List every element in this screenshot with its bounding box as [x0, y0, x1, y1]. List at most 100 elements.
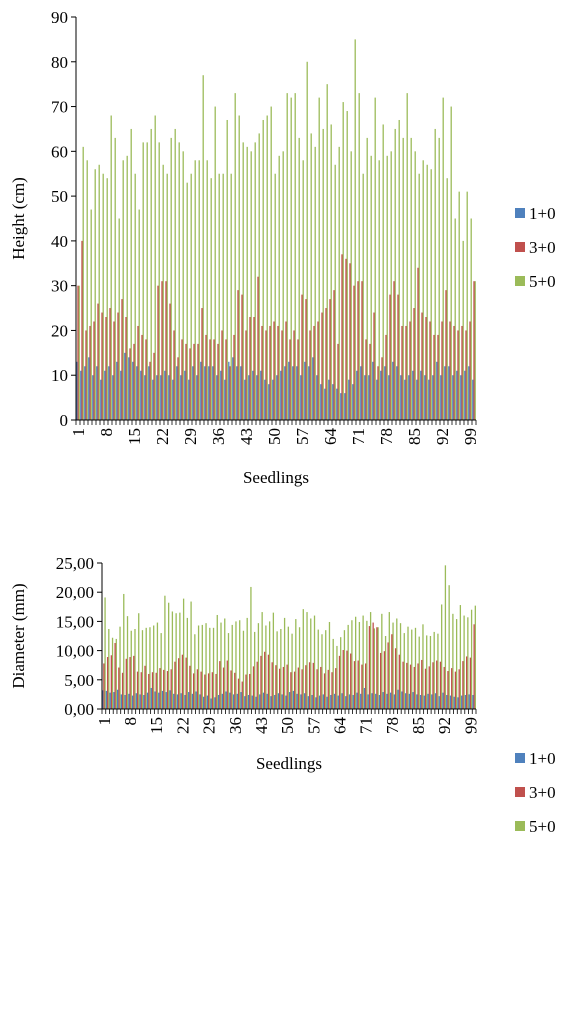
bar-3-0-40	[249, 674, 250, 709]
bar-3-0-24	[169, 304, 170, 420]
bar-5-0-7	[103, 174, 104, 420]
bar-3-0-53	[298, 668, 299, 709]
bar-5-0-87	[423, 160, 424, 420]
bar-5-0-47	[276, 631, 277, 709]
bar-5-0-49	[271, 107, 272, 420]
legend-swatch-1-0	[515, 753, 525, 763]
bar-3-0-79	[395, 648, 396, 709]
bar-3-0-9	[109, 308, 110, 420]
bar-5-0-45	[255, 142, 256, 420]
bar-1-0-51	[276, 375, 277, 420]
bar-3-0-55	[293, 330, 294, 420]
bar-5-0-56	[310, 618, 311, 709]
bar-3-0-76	[377, 366, 378, 420]
bar-5-0-95	[455, 219, 456, 421]
bar-3-0-60	[324, 673, 325, 709]
bar-5-0-66	[348, 625, 349, 709]
bar-3-0-71	[365, 663, 366, 709]
bar-3-0-46	[272, 662, 273, 709]
x-tick-label: 57	[293, 428, 312, 446]
bar-5-0-81	[404, 633, 405, 709]
bar-1-0-30	[210, 698, 211, 709]
bar-3-0-56	[309, 662, 310, 709]
bar-3-0-49	[283, 667, 284, 709]
bar-3-0-78	[391, 634, 392, 709]
bar-3-0-48	[279, 669, 280, 709]
bar-3-0-80	[399, 655, 400, 709]
bar-3-0-75	[373, 313, 374, 420]
bar-1-0-47	[260, 371, 261, 420]
bar-5-0-86	[422, 624, 423, 709]
bar-5-0-18	[147, 142, 148, 420]
bar-5-0-34	[211, 178, 212, 420]
bar-3-0-21	[157, 286, 158, 420]
bar-3-0-19	[149, 362, 150, 420]
bar-1-0-34	[225, 691, 226, 709]
bar-5-0-59	[311, 133, 312, 420]
bar-3-0-15	[133, 344, 134, 420]
bar-1-0-58	[315, 697, 316, 709]
bar-3-0-5	[118, 668, 119, 709]
bar-1-0-9	[108, 366, 109, 420]
bar-3-0-6	[97, 304, 98, 420]
bar-5-0-10	[138, 613, 139, 709]
bar-1-0-25	[192, 694, 193, 709]
bar-3-0-8	[105, 317, 106, 420]
bar-5-0-51	[291, 634, 292, 709]
bar-1-0-59	[308, 366, 309, 420]
bar-1-0-49	[268, 384, 269, 420]
bar-3-0-66	[337, 344, 338, 420]
bar-1-0-35	[212, 366, 213, 420]
bar-3-0-18	[167, 671, 168, 709]
x-tick-label: 29	[181, 428, 200, 445]
bar-1-0-55	[292, 366, 293, 420]
bar-1-0-48	[264, 380, 265, 420]
bar-3-0-62	[321, 313, 322, 420]
bar-3-0-83	[405, 326, 406, 420]
bar-5-0-62	[333, 639, 334, 709]
bar-1-0-88	[424, 375, 425, 420]
bar-3-0-80	[393, 281, 394, 420]
bar-1-0-77	[380, 371, 381, 420]
bar-3-0-74	[376, 627, 377, 709]
bar-3-0-5	[93, 321, 94, 420]
bar-3-0-17	[141, 335, 142, 420]
bar-5-0-41	[254, 632, 255, 709]
bar-5-0-53	[287, 93, 288, 420]
bar-1-0-90	[435, 693, 436, 709]
x-axis-title: Seedlings	[256, 754, 322, 773]
bar-1-0-33	[204, 366, 205, 420]
bar-3-0-10	[137, 672, 138, 709]
bar-5-0-34	[228, 633, 229, 709]
x-tick-label: 92	[435, 717, 454, 734]
bar-5-0-75	[375, 98, 376, 420]
bar-1-0-52	[293, 691, 294, 709]
bar-1-0-72	[360, 366, 361, 420]
bar-5-0-48	[280, 629, 281, 709]
bar-3-0-89	[429, 321, 430, 420]
bar-1-0-85	[416, 694, 417, 709]
bar-1-0-61	[326, 697, 327, 709]
bar-3-0-56	[297, 339, 298, 420]
bar-3-0-32	[201, 308, 202, 420]
bar-1-0-50	[272, 380, 273, 420]
bar-3-0-87	[425, 669, 426, 709]
bar-5-0-3	[112, 638, 113, 709]
bar-3-0-45	[268, 655, 269, 709]
bar-3-0-58	[316, 669, 317, 709]
bar-5-0-63	[327, 84, 328, 420]
bar-5-0-84	[411, 138, 412, 420]
bar-3-0-92	[444, 667, 445, 709]
bar-5-0-36	[235, 621, 236, 709]
bar-3-0-98	[465, 330, 466, 420]
bar-5-0-92	[445, 565, 446, 709]
bar-1-0-96	[457, 697, 458, 709]
bar-3-0-68	[354, 661, 355, 709]
bar-3-0-2	[81, 241, 82, 420]
bar-5-0-24	[190, 602, 191, 709]
bar-1-0-71	[356, 371, 357, 420]
bar-5-0-78	[387, 156, 388, 420]
bar-1-0-85	[412, 371, 413, 420]
bar-3-0-99	[470, 658, 471, 709]
bar-1-0-34	[208, 366, 209, 420]
